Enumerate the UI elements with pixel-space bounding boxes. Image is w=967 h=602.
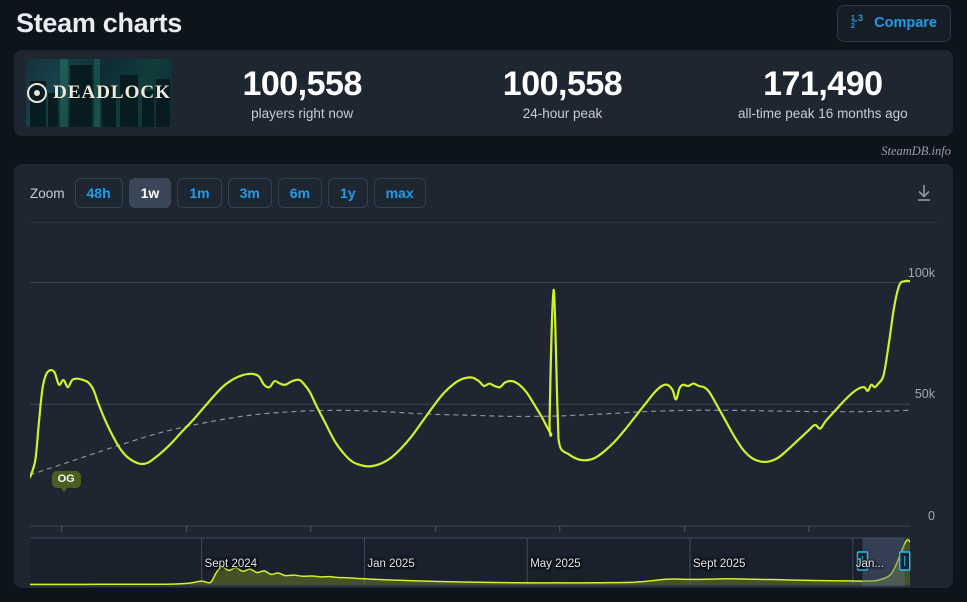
page-header: Steam charts 1 2 3 Compare <box>0 0 967 46</box>
stat-label: players right now <box>251 105 354 121</box>
x-axis-label-26jan: 26 Jan <box>417 600 455 602</box>
x-axis-label-25jan: 25 Jan <box>292 600 330 602</box>
navigator-handles <box>856 551 911 571</box>
navigator-label-sept-2024: Sept 2024 <box>204 558 258 570</box>
x-axis-label-23jan: 23 Jan <box>43 600 81 602</box>
stat-all-time-peak: 171,490 all-time peak 16 months ago <box>693 65 953 120</box>
players-line <box>30 279 910 479</box>
zoom-button-1m[interactable]: 1m <box>177 178 222 208</box>
chart-navigator <box>30 537 911 587</box>
zoom-button-max[interactable]: max <box>373 178 426 208</box>
download-icon[interactable] <box>911 180 937 206</box>
chart-gridlines <box>30 282 910 527</box>
zoom-label: Zoom <box>30 185 65 201</box>
svg-text:2: 2 <box>851 23 855 29</box>
stat-players-now: 100,558 players right now <box>172 65 432 120</box>
navigator-label-jan-2026: Jan... <box>855 558 884 570</box>
compare-fraction-icon: 1 2 3 <box>851 13 867 34</box>
x-axis-label-27jan: 27 Jan <box>541 600 579 602</box>
navigator-month-lines <box>201 538 854 585</box>
stat-value: 171,490 <box>763 65 883 104</box>
y-axis-label-100k: 100k <box>907 265 935 280</box>
game-title: DEADLOCK <box>53 82 171 103</box>
y-axis-label-0: 0 <box>928 509 935 523</box>
attribution-text: SteamDB.info <box>881 144 951 158</box>
navigator-selection <box>862 538 905 586</box>
svg-text:1: 1 <box>851 15 855 22</box>
compare-button[interactable]: 1 2 3 Compare <box>837 4 951 42</box>
page-title: Steam charts <box>16 7 182 38</box>
deadlock-emblem-icon <box>27 83 48 103</box>
navigator-label-jan-2025: Jan 2025 <box>367 558 415 570</box>
x-axis-label-24jan: 24 Jan <box>168 600 206 602</box>
chart-plot-area[interactable]: 100k 50k 0 23 Jan 24 Jan 25 Jan 26 Jan 2… <box>30 226 937 602</box>
zoom-button-1w[interactable]: 1w <box>128 178 172 208</box>
chart-card: Zoom 48h 1w 1m 3m 6m 1y max <box>14 164 953 602</box>
x-axis-label-28jan: 28 Jan <box>666 600 704 602</box>
y-axis-label-50k: 50k <box>914 387 935 402</box>
stat-label: all-time peak 16 months ago <box>738 105 908 121</box>
zoom-button-48h[interactable]: 48h <box>74 178 123 208</box>
navigator-background <box>30 538 910 586</box>
zoom-button-3m[interactable]: 3m <box>227 178 272 208</box>
navigator-area <box>30 539 910 585</box>
stat-24h-peak: 100,558 24-hour peak <box>432 65 692 120</box>
stat-label: 24-hour peak <box>522 105 603 121</box>
stat-value: 100,558 <box>242 65 362 104</box>
marker-badge-og[interactable]: OG <box>51 471 81 492</box>
stat-value: 100,558 <box>502 65 623 104</box>
game-thumbnail[interactable]: DEADLOCK <box>26 59 172 127</box>
compare-button-label: Compare <box>874 15 937 31</box>
chart-svg <box>30 279 911 587</box>
chart-x-ticks <box>61 526 810 532</box>
navigator-line <box>30 538 911 586</box>
zoom-range-toolbar: Zoom 48h 1w 1m 3m 6m 1y max <box>14 164 953 222</box>
stats-card: DEADLOCK 100,558 players right now 100,5… <box>14 50 953 136</box>
toolbar-divider <box>30 222 937 223</box>
x-axis-label-29jan: 29 Jan <box>790 600 828 602</box>
navigator-label-may-2025: May 2025 <box>530 558 581 570</box>
navigator-label-sept-2025: Sept 2025 <box>693 558 746 570</box>
zoom-button-6m[interactable]: 6m <box>277 178 323 208</box>
svg-text:3: 3 <box>858 13 863 23</box>
zoom-button-1y[interactable]: 1y <box>328 178 368 208</box>
average-players-line <box>30 409 910 476</box>
